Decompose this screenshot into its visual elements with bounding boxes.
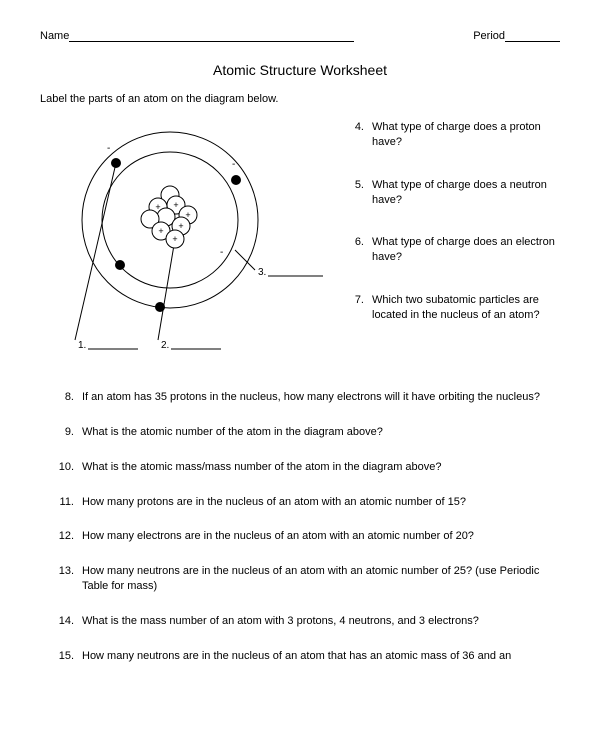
name-label: Name bbox=[40, 30, 69, 42]
question-item: 7.Which two subatomic particles are loca… bbox=[340, 293, 560, 323]
question-text: What is the mass number of an atom with … bbox=[82, 614, 560, 629]
period-label: Period bbox=[473, 30, 505, 42]
svg-text:-: - bbox=[232, 159, 235, 170]
question-item: 6.What type of charge does an electron h… bbox=[340, 235, 560, 265]
question-number: 14. bbox=[50, 614, 82, 629]
question-text: What type of charge does a neutron have? bbox=[372, 178, 560, 208]
svg-text:2.: 2. bbox=[161, 340, 169, 351]
question-text: How many neutrons are in the nucleus of … bbox=[82, 649, 560, 664]
question-item: 4.What type of charge does a proton have… bbox=[340, 120, 560, 150]
svg-text:-: - bbox=[220, 247, 223, 258]
svg-text:-: - bbox=[107, 143, 110, 154]
right-questions: 4.What type of charge does a proton have… bbox=[330, 115, 560, 365]
svg-text:+: + bbox=[178, 221, 183, 231]
question-text: What type of charge does an electron hav… bbox=[372, 235, 560, 265]
atom-diagram: 1.2.3.++++++--- bbox=[40, 115, 330, 365]
question-text: What is the atomic mass/mass number of t… bbox=[82, 460, 560, 475]
question-number: 15. bbox=[50, 649, 82, 664]
period-field: Period bbox=[473, 30, 560, 42]
question-number: 4. bbox=[340, 120, 372, 150]
svg-text:1.: 1. bbox=[78, 340, 86, 351]
svg-text:+: + bbox=[173, 200, 178, 210]
instruction-text: Label the parts of an atom on the diagra… bbox=[40, 93, 560, 105]
question-text: How many neutrons are in the nucleus of … bbox=[82, 564, 560, 594]
svg-text:+: + bbox=[172, 234, 177, 244]
bottom-questions: 8.If an atom has 35 protons in the nucle… bbox=[50, 390, 560, 664]
header-row: Name Period bbox=[40, 30, 560, 42]
svg-text:3.: 3. bbox=[258, 267, 266, 278]
question-item: 12.How many electrons are in the nucleus… bbox=[50, 529, 560, 544]
question-text: What type of charge does a proton have? bbox=[372, 120, 560, 150]
question-item: 15.How many neutrons are in the nucleus … bbox=[50, 649, 560, 664]
question-item: 8.If an atom has 35 protons in the nucle… bbox=[50, 390, 560, 405]
question-text: How many electrons are in the nucleus of… bbox=[82, 529, 560, 544]
diagram-section: 1.2.3.++++++--- 4.What type of charge do… bbox=[40, 115, 560, 365]
question-text: How many protons are in the nucleus of a… bbox=[82, 495, 560, 510]
period-underline bbox=[505, 41, 560, 42]
question-number: 13. bbox=[50, 564, 82, 594]
question-text: What is the atomic number of the atom in… bbox=[82, 425, 560, 440]
name-underline bbox=[69, 41, 354, 42]
question-number: 10. bbox=[50, 460, 82, 475]
worksheet-title: Atomic Structure Worksheet bbox=[40, 62, 560, 78]
question-item: 14.What is the mass number of an atom wi… bbox=[50, 614, 560, 629]
question-item: 13.How many neutrons are in the nucleus … bbox=[50, 564, 560, 594]
question-item: 9.What is the atomic number of the atom … bbox=[50, 425, 560, 440]
question-number: 5. bbox=[340, 178, 372, 208]
question-number: 7. bbox=[340, 293, 372, 323]
question-text: If an atom has 35 protons in the nucleus… bbox=[82, 390, 560, 405]
svg-text:+: + bbox=[158, 226, 163, 236]
question-item: 5.What type of charge does a neutron hav… bbox=[340, 178, 560, 208]
question-text: Which two subatomic particles are locate… bbox=[372, 293, 560, 323]
name-field: Name bbox=[40, 30, 354, 42]
question-item: 11.How many protons are in the nucleus o… bbox=[50, 495, 560, 510]
question-number: 11. bbox=[50, 495, 82, 510]
question-number: 8. bbox=[50, 390, 82, 405]
question-number: 9. bbox=[50, 425, 82, 440]
question-number: 6. bbox=[340, 235, 372, 265]
question-item: 10.What is the atomic mass/mass number o… bbox=[50, 460, 560, 475]
question-number: 12. bbox=[50, 529, 82, 544]
